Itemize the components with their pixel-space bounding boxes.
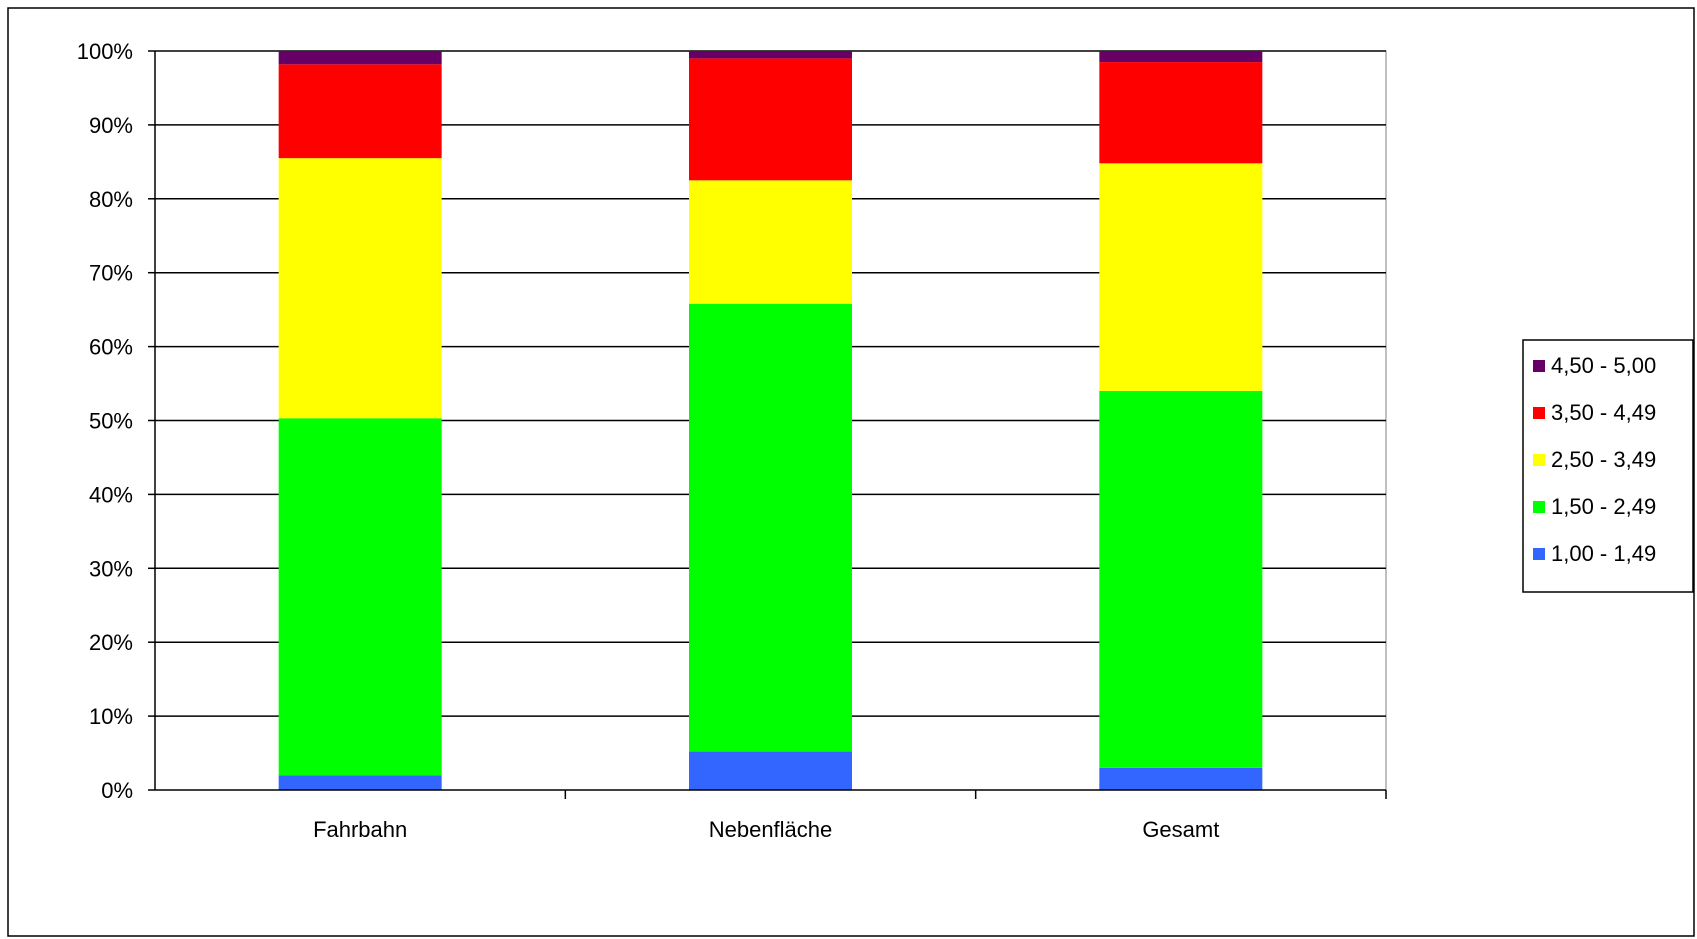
legend-swatch — [1533, 501, 1545, 513]
x-tick-labels: Fahrbahn Nebenfläche Gesamt — [313, 817, 1219, 842]
bar-segment — [1099, 62, 1263, 164]
y-tick-label: 70% — [89, 261, 133, 286]
y-tick-label: 50% — [89, 409, 133, 434]
bar-segment — [278, 418, 442, 776]
bar-segment — [278, 158, 442, 419]
y-tick-labels: 0% 10% 20% 30% 40% 50% 60% 70% 80% 90% 100% — [77, 39, 133, 803]
legend-label: 4,50 - 5,00 — [1551, 353, 1656, 378]
legend-label: 1,00 - 1,49 — [1551, 541, 1656, 566]
y-tick-label: 40% — [89, 482, 133, 507]
x-tick-label: Gesamt — [1142, 817, 1219, 842]
bar-segment — [689, 751, 852, 790]
y-tick-label: 20% — [89, 630, 133, 655]
legend-swatch — [1533, 360, 1545, 372]
y-tick-label: 10% — [89, 704, 133, 729]
legend-label: 3,50 - 4,49 — [1551, 400, 1656, 425]
bar-segment — [1099, 767, 1263, 790]
y-tick-label: 90% — [89, 113, 133, 138]
x-tick-label: Nebenfläche — [709, 817, 833, 842]
axes — [148, 50, 1387, 799]
bars — [278, 51, 1263, 790]
bar-segment — [1099, 163, 1263, 391]
x-tick-label: Fahrbahn — [313, 817, 407, 842]
bar-segment — [1099, 390, 1263, 768]
y-tick-label: 80% — [89, 187, 133, 212]
legend-box — [1522, 339, 1694, 593]
legend-swatch — [1533, 407, 1545, 419]
y-tick-label: 0% — [101, 778, 133, 803]
bar-segment — [278, 51, 442, 65]
legend-swatch — [1533, 548, 1545, 560]
y-tick-label: 30% — [89, 556, 133, 581]
legend-label: 2,50 - 3,49 — [1551, 447, 1656, 472]
y-tick-label: 100% — [77, 39, 133, 64]
bar-segment — [278, 64, 442, 159]
bar-segment — [278, 775, 442, 790]
legend-swatch — [1533, 454, 1545, 466]
y-tick-label: 60% — [89, 335, 133, 360]
bar-segment — [689, 58, 852, 181]
legend-label: 1,50 - 2,49 — [1551, 494, 1656, 519]
legend: 4,50 - 5,00 3,50 - 4,49 2,50 - 3,49 1,50 - … — [1522, 339, 1694, 593]
bar-segment — [689, 303, 852, 752]
bar-segment — [689, 180, 852, 304]
bar-segment — [1099, 51, 1263, 63]
bar-segment — [689, 51, 852, 59]
